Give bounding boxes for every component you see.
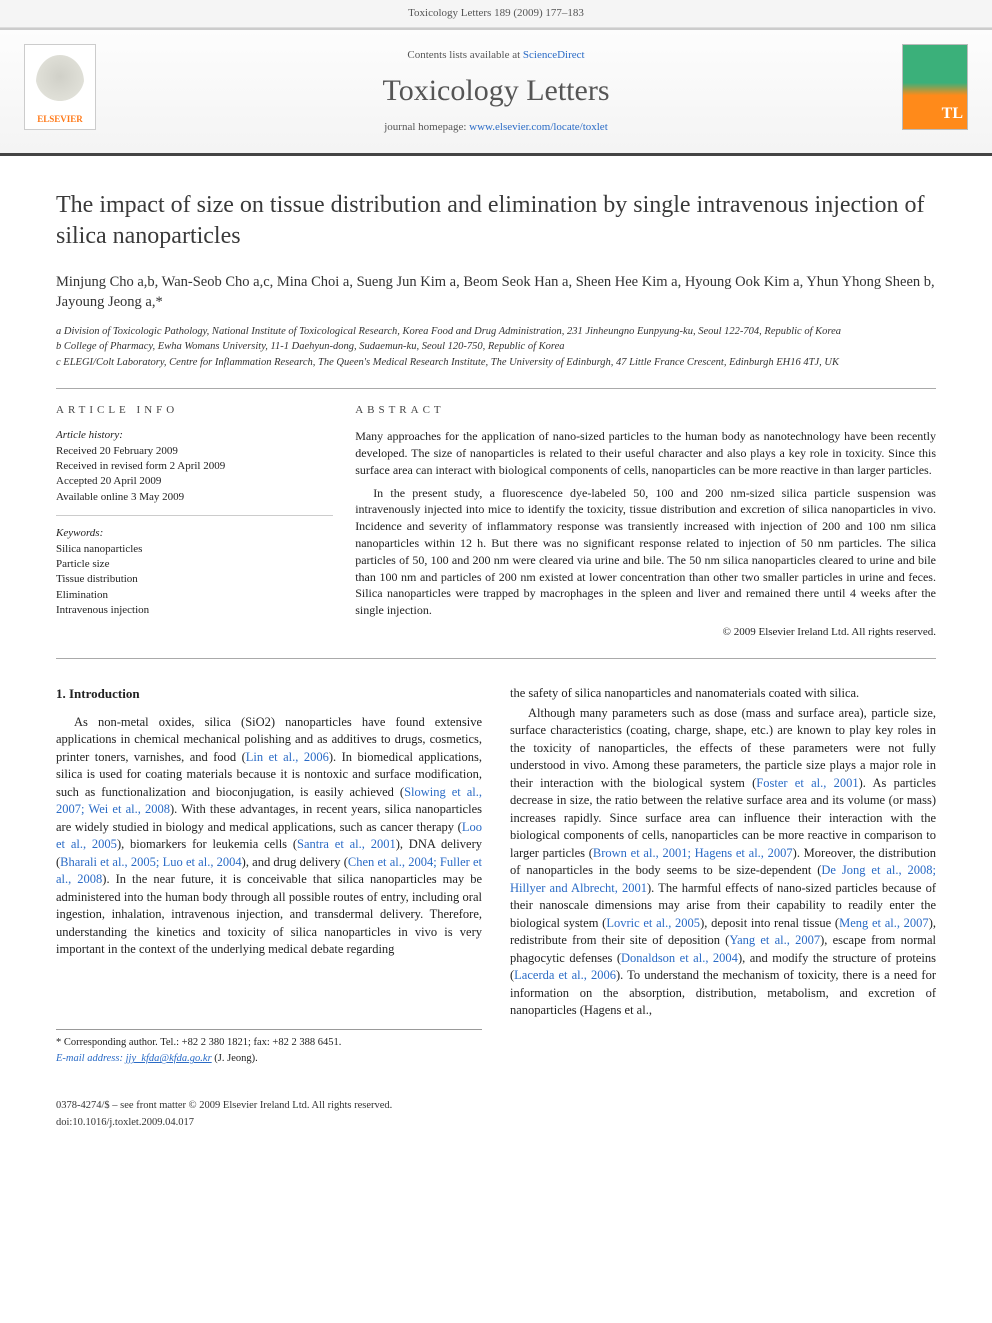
email-label: E-mail address:: [56, 1053, 123, 1064]
article-info-column: ARTICLE INFO Article history: Received 2…: [56, 403, 355, 641]
keywords-label: Keywords:: [56, 526, 333, 541]
sciencedirect-link[interactable]: ScienceDirect: [523, 49, 585, 61]
history-label: Article history:: [56, 428, 333, 443]
article-body: The impact of size on tissue distributio…: [0, 156, 992, 1089]
keyword: Intravenous injection: [56, 603, 333, 618]
intro-col1-p1: As non-metal oxides, silica (SiO2) nanop…: [56, 714, 482, 959]
homepage-prefix: journal homepage:: [384, 121, 469, 133]
journal-banner: ELSEVIER Contents lists available at Sci…: [0, 28, 992, 156]
contents-prefix: Contents lists available at: [407, 49, 522, 61]
abstract-column: ABSTRACT Many approaches for the applica…: [355, 403, 936, 641]
abstract-p2: In the present study, a fluorescence dye…: [355, 485, 936, 619]
info-abstract-row: ARTICLE INFO Article history: Received 2…: [56, 388, 936, 660]
keyword: Tissue distribution: [56, 572, 333, 587]
body-columns: 1. Introduction As non-metal oxides, sil…: [56, 685, 936, 1069]
affiliation-c: c ELEGI/Colt Laboratory, Centre for Infl…: [56, 355, 936, 370]
history-online: Available online 3 May 2009: [56, 490, 333, 505]
corresponding-email-line: E-mail address: jjy_kfda@kfda.go.kr (J. …: [56, 1052, 482, 1067]
affiliation-a: a Division of Toxicologic Pathology, Nat…: [56, 324, 936, 339]
keyword: Elimination: [56, 588, 333, 603]
keyword: Silica nanoparticles: [56, 542, 333, 557]
running-header: Toxicology Letters 189 (2009) 177–183: [0, 0, 992, 28]
article-title: The impact of size on tissue distributio…: [56, 190, 936, 251]
author-list: Minjung Cho a,b, Wan-Seob Cho a,c, Mina …: [56, 272, 936, 313]
journal-title: Toxicology Letters: [110, 70, 882, 112]
corresponding-line: * Corresponding author. Tel.: +82 2 380 …: [56, 1036, 482, 1051]
cover-badge: TL: [942, 103, 963, 125]
intro-heading: 1. Introduction: [56, 685, 482, 703]
journal-homepage-link[interactable]: www.elsevier.com/locate/toxlet: [469, 121, 608, 133]
keyword: Particle size: [56, 557, 333, 572]
abstract-p1: Many approaches for the application of n…: [355, 428, 936, 478]
history-revised: Received in revised form 2 April 2009: [56, 459, 333, 474]
article-info-label: ARTICLE INFO: [56, 403, 333, 418]
corresponding-footnote: * Corresponding author. Tel.: +82 2 380 …: [56, 1029, 482, 1067]
publisher-logo-text: ELSEVIER: [37, 113, 83, 126]
abstract-copyright: © 2009 Elsevier Ireland Ltd. All rights …: [355, 625, 936, 640]
page-footer: 0378-4274/$ – see front matter © 2009 El…: [0, 1089, 992, 1156]
publisher-logo: ELSEVIER: [24, 44, 96, 130]
keywords-block: Keywords: Silica nanoparticles Particle …: [56, 526, 333, 618]
email-suffix: (J. Jeong).: [214, 1053, 257, 1064]
header-citation: Toxicology Letters 189 (2009) 177–183: [408, 7, 584, 19]
history-accepted: Accepted 20 April 2009: [56, 474, 333, 489]
article-history: Article history: Received 20 February 20…: [56, 428, 333, 516]
journal-cover-thumbnail: TL: [902, 44, 968, 130]
history-received: Received 20 February 2009: [56, 444, 333, 459]
affiliations: a Division of Toxicologic Pathology, Nat…: [56, 324, 936, 370]
doi-line: doi:10.1016/j.toxlet.2009.04.017: [56, 1116, 936, 1131]
intro-col2-p1: the safety of silica nanoparticles and n…: [510, 685, 936, 703]
intro-col2-p2: Although many parameters such as dose (m…: [510, 705, 936, 1020]
issn-line: 0378-4274/$ – see front matter © 2009 El…: [56, 1099, 936, 1114]
tree-icon: [36, 55, 84, 109]
journal-homepage-line: journal homepage: www.elsevier.com/locat…: [110, 120, 882, 135]
affiliation-b: b College of Pharmacy, Ewha Womans Unive…: [56, 339, 936, 354]
email-link[interactable]: jjy_kfda@kfda.go.kr: [126, 1053, 212, 1064]
contents-available-line: Contents lists available at ScienceDirec…: [110, 48, 882, 63]
abstract-label: ABSTRACT: [355, 403, 936, 418]
